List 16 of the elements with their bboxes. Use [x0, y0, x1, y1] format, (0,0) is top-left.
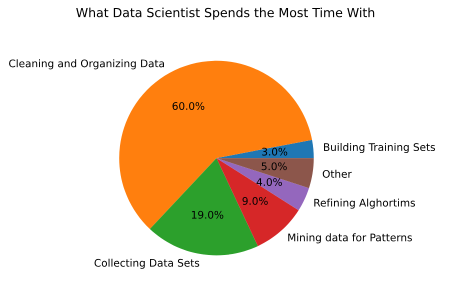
slice-label: Refining Alghortims — [314, 198, 415, 209]
slice-label: Building Training Sets — [324, 142, 436, 154]
chart-title: What Data Scientist Spends the Most Time With — [76, 8, 374, 20]
slice-label: Collecting Data Sets — [94, 258, 200, 269]
pie-slice — [216, 158, 314, 188]
data-label: 4.0% — [256, 178, 282, 186]
data-label: 9.0% — [242, 197, 268, 205]
data-label: 3.0% — [262, 148, 288, 156]
data-label: 19.0% — [192, 210, 224, 219]
slice-label: Mining data for Patterns — [288, 233, 412, 244]
data-label: 5.0% — [262, 162, 287, 170]
slice-label: Cleaning and Organizing Data — [9, 59, 164, 70]
data-label: 60.0% — [172, 102, 204, 110]
slice-label: Other — [322, 170, 352, 178]
pie-slice — [216, 140, 314, 158]
pie-slice — [216, 158, 309, 210]
